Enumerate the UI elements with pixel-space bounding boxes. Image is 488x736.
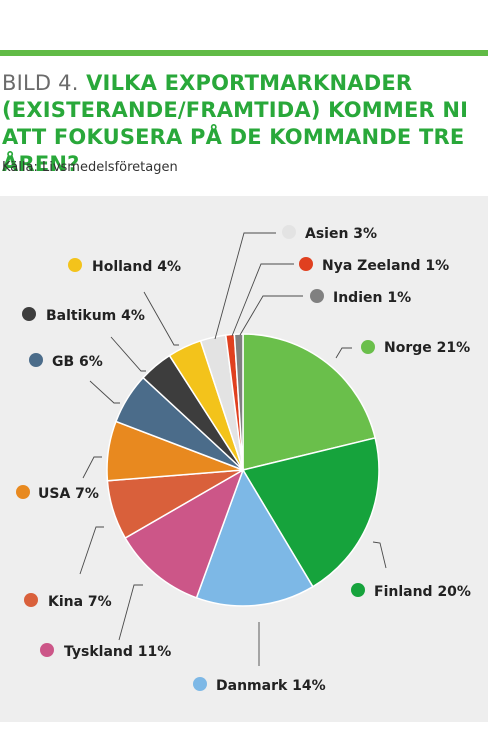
chart-title: BILD 4. VILKA EXPORTMARKNADER (EXISTERAN… xyxy=(2,70,486,178)
pie-slices xyxy=(106,333,380,607)
legend-dot-norge xyxy=(361,340,375,354)
legend-dot-indien xyxy=(310,289,324,303)
slice-label-asien: Asien 3% xyxy=(305,226,377,242)
leader-line-baltikum xyxy=(110,336,146,372)
pie-slice-finland xyxy=(241,437,380,588)
leader-line-nya-zeeland xyxy=(231,263,294,337)
pie-chart: Norge 21% Finland 20% Danmark 14% Tyskland … xyxy=(16,225,471,694)
leader-line-usa xyxy=(82,456,102,479)
legend-dot-danmark xyxy=(193,677,207,691)
figure-number: BILD 4. xyxy=(2,71,79,95)
slice-label-danmark: Danmark 14% xyxy=(216,678,326,694)
slice-label-baltikum: Baltikum 4% xyxy=(46,308,145,324)
leader-line-indien xyxy=(239,295,303,336)
slice-label-usa: USA 7% xyxy=(38,486,99,502)
leader-line-tyskland xyxy=(118,584,143,641)
legend-dot-nya-zeeland xyxy=(299,257,313,271)
legend-dot-usa xyxy=(16,485,30,499)
slice-label-holland: Holland 4% xyxy=(92,259,181,275)
leader-line-finland xyxy=(372,541,387,569)
pie-slice-indien xyxy=(233,333,244,471)
leader-line-kina xyxy=(79,526,104,575)
slice-label-finland: Finland 20% xyxy=(374,584,471,600)
slice-label-indien: Indien 1% xyxy=(333,290,411,306)
slice-label-norge: Norge 21% xyxy=(384,340,470,356)
legend-dot-holland xyxy=(68,258,82,272)
legend-dot-baltikum xyxy=(22,307,36,321)
legend-dot-tyskland xyxy=(40,643,54,657)
source-note: Källa: Livsmedelsföretagen xyxy=(2,160,178,175)
top-accent-rule xyxy=(0,50,488,56)
pie-slice-danmark xyxy=(195,468,314,607)
leader-line-asien xyxy=(214,232,276,340)
legend-dot-finland xyxy=(351,583,365,597)
slice-label-nya-zeeland: Nya Zeeland 1% xyxy=(322,258,449,274)
leader-line-holland xyxy=(143,291,179,346)
legend-dot-kina xyxy=(24,593,38,607)
legend-dot-asien xyxy=(282,225,296,239)
pie-slice-norge xyxy=(242,333,377,471)
slice-label-tyskland: Tyskland 11% xyxy=(64,644,171,660)
pie-slice-tyskland xyxy=(124,468,245,599)
leader-line-norge xyxy=(335,347,352,359)
slice-label-kina: Kina 7% xyxy=(48,594,112,610)
legend-dot-gb xyxy=(29,353,43,367)
title-text: VILKA EXPORTMARKNADER (EXISTERANDE/FRAMT… xyxy=(2,71,469,176)
slice-label-gb: GB 6% xyxy=(52,354,103,370)
leader-line-gb xyxy=(89,380,120,404)
